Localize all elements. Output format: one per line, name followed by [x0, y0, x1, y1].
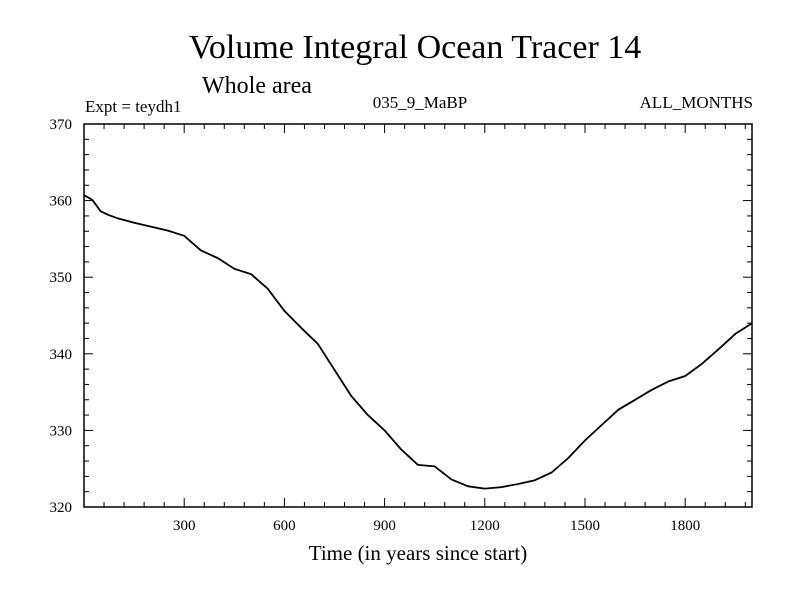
x-tick-label: 1800 [670, 518, 700, 534]
chart-title: Volume Integral Ocean Tracer 14 [189, 29, 642, 66]
months-label: ALL_MONTHS [640, 93, 753, 112]
experiment-label: Expt = teydh1 [85, 97, 181, 116]
run-label: 035_9_MaBP [373, 93, 467, 112]
x-axis-label: Time (in years since start) [309, 541, 528, 565]
chart-subtitle: Whole area [202, 73, 312, 99]
series-line-0 [83, 194, 753, 490]
x-tick-label: 1200 [470, 518, 500, 534]
y-axis-ticks: 320 330 340 350 360 370 [50, 117, 752, 516]
plot-frame [83, 123, 753, 508]
x-tick-label: 600 [273, 518, 296, 534]
y-tick-label: 330 [50, 423, 73, 439]
y-tick-label: 320 [50, 500, 73, 516]
y-tick-label: 350 [50, 270, 73, 286]
x-tick-label: 300 [173, 518, 196, 534]
series-layer [83, 194, 753, 490]
y-tick-label: 340 [50, 347, 73, 363]
y-tick-label: 370 [50, 117, 73, 133]
x-axis-ticks: 300 600 900 1200 1500 1800 [103, 124, 746, 534]
x-tick-label: 1500 [570, 518, 600, 534]
x-tick-label: 900 [373, 518, 396, 534]
y-tick-label: 360 [50, 194, 73, 210]
